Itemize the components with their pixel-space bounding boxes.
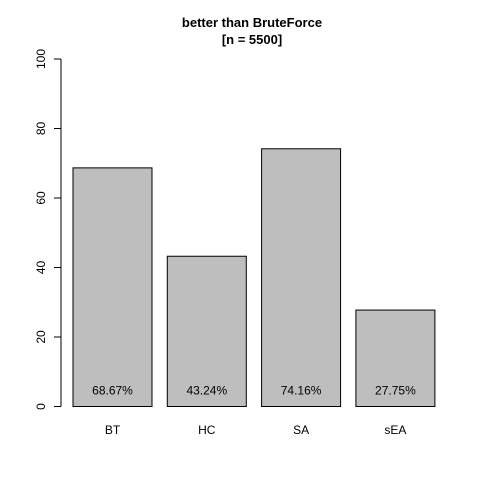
y-tick-label: 0 bbox=[34, 403, 48, 410]
y-tick-label: 20 bbox=[34, 330, 48, 344]
bar-value-label: 68.67% bbox=[92, 384, 133, 398]
x-tick-label: SA bbox=[293, 423, 309, 437]
bar-labels-group: 68.67% 43.24% 74.16% 27.75% bbox=[92, 384, 416, 398]
bar bbox=[72, 167, 153, 407]
chart-title: better than BruteForce bbox=[182, 15, 322, 30]
bar-value-label: 43.24% bbox=[186, 384, 227, 398]
bar bbox=[355, 309, 436, 408]
y-tick-label: 80 bbox=[34, 122, 48, 136]
chart-subtitle: [n = 5500] bbox=[222, 32, 282, 47]
y-tick-label: 100 bbox=[34, 49, 48, 69]
x-tick-labels-group: BT HC SA sEA bbox=[105, 423, 407, 437]
y-tick-label: 40 bbox=[34, 261, 48, 275]
y-axis: 0 20 40 60 80 100 bbox=[34, 49, 62, 410]
chart-title-group: better than BruteForce [n = 5500] bbox=[182, 15, 322, 47]
x-tick-label: HC bbox=[198, 423, 216, 437]
bar-value-label: 74.16% bbox=[281, 384, 322, 398]
x-tick-label: sEA bbox=[384, 423, 406, 437]
bar bbox=[166, 255, 247, 407]
bar-value-label: 27.75% bbox=[375, 384, 416, 398]
y-tick-label: 60 bbox=[34, 191, 48, 205]
bar bbox=[261, 148, 342, 407]
x-tick-label: BT bbox=[105, 423, 121, 437]
bars-group bbox=[72, 148, 436, 408]
